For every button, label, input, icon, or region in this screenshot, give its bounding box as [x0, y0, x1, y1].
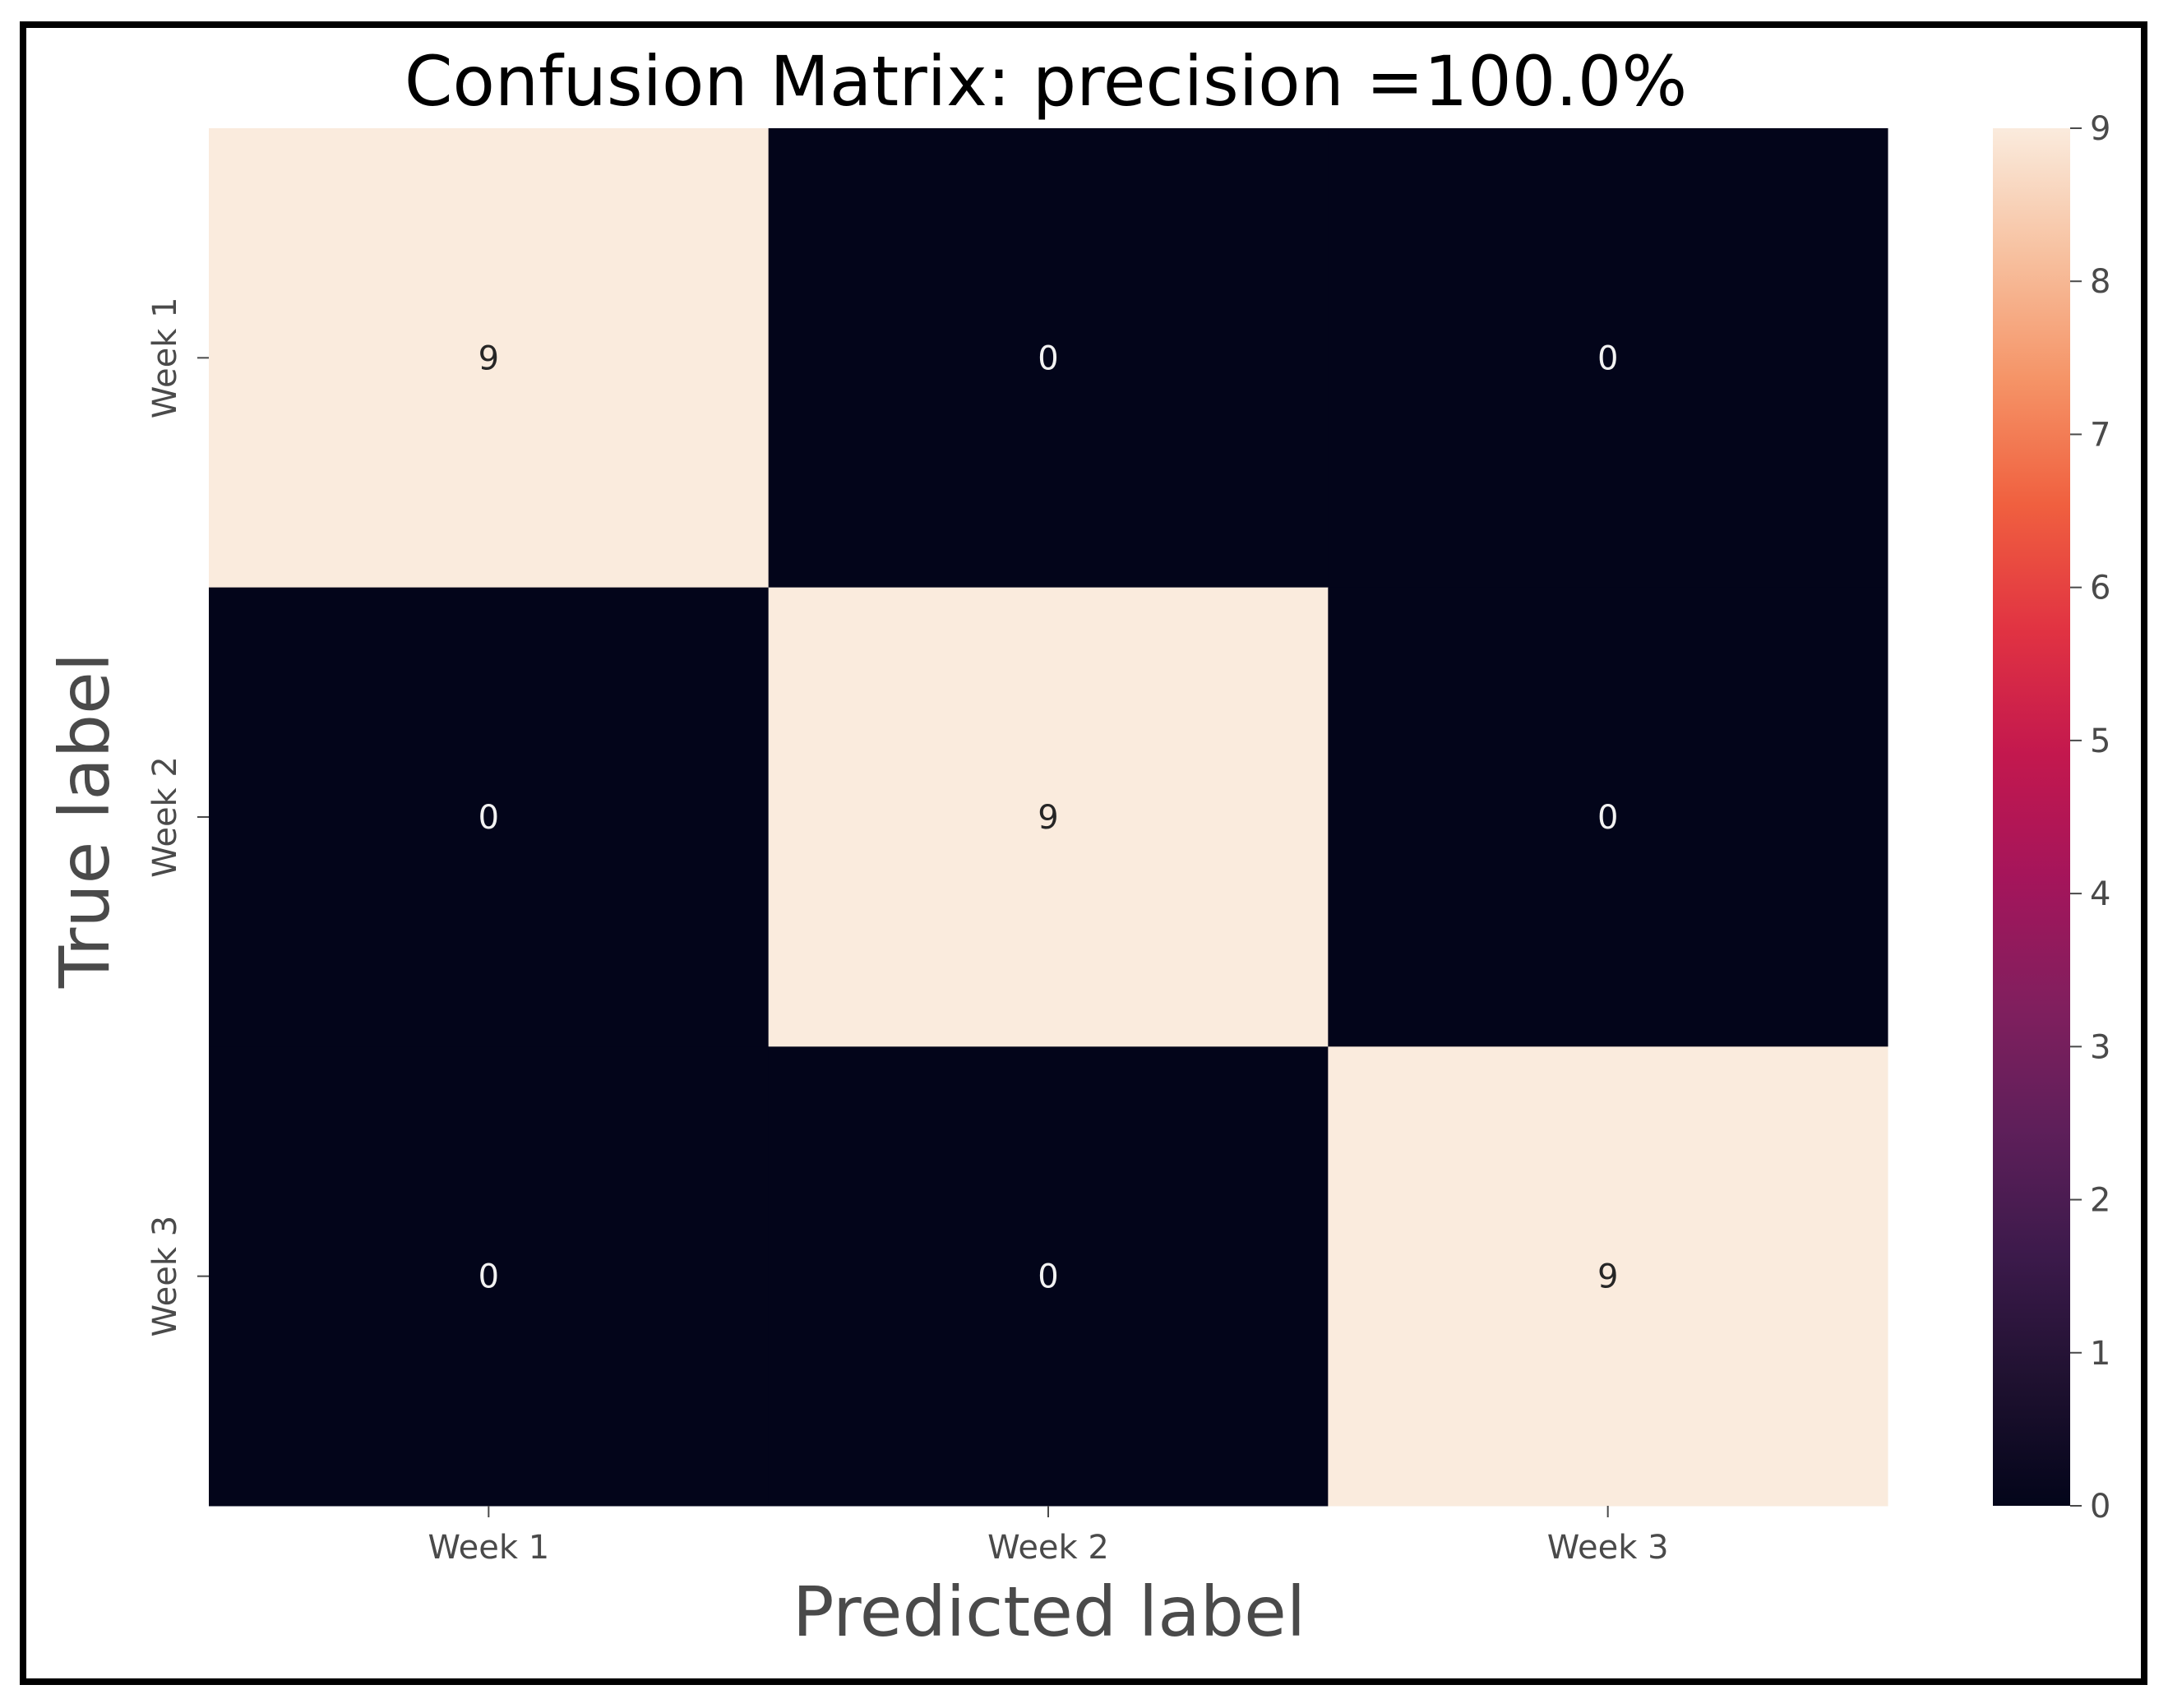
colorbar-tick-label: 1: [2090, 1335, 2110, 1373]
colorbar-tick-label: 4: [2090, 875, 2110, 913]
cell-value-label: 0: [478, 799, 499, 837]
heatmap-cell: [209, 1046, 770, 1507]
heatmap-annotations: 9 0 0 0 9 0 0 0 9: [478, 339, 1619, 1295]
x-tick-label: Week 2: [987, 1529, 1109, 1567]
x-axis-label: Predicted label: [793, 1572, 1306, 1652]
cell-value-label: 9: [1597, 1258, 1618, 1296]
x-tick-label: Week 1: [428, 1529, 549, 1567]
colorbar-tick-label: 9: [2090, 110, 2110, 148]
cell-value-label: 0: [1597, 799, 1618, 837]
colorbar: [1993, 128, 2070, 1506]
heatmap-cell: [209, 587, 770, 1047]
colorbar-ticks: 0 1 2 3 4 5 6 7 8 9: [2070, 110, 2110, 1526]
heatmap-cell: [1328, 1046, 1888, 1507]
colorbar-tick-label: 3: [2090, 1028, 2110, 1066]
heatmap-cell: [768, 1046, 1329, 1507]
cell-value-label: 0: [1038, 1258, 1058, 1296]
y-axis-ticks: Week 1 Week 2 Week 3: [146, 297, 209, 1337]
x-tick-label: Week 3: [1547, 1529, 1669, 1567]
y-axis-label: True label: [44, 653, 125, 989]
colorbar-tick-label: 8: [2090, 263, 2110, 301]
heatmap-cell: [1328, 128, 1888, 589]
colorbar-tick-label: 5: [2090, 722, 2110, 760]
heatmap-cells: [209, 128, 1888, 1507]
heatmap-cell: [1328, 587, 1888, 1047]
cell-value-label: 0: [1597, 339, 1618, 377]
heatmap-cell: [209, 128, 770, 589]
y-tick-label: Week 2: [146, 756, 184, 878]
colorbar-tick-label: 2: [2090, 1182, 2110, 1220]
x-axis-ticks: Week 1 Week 2 Week 3: [428, 1506, 1669, 1567]
cell-value-label: 9: [478, 339, 499, 377]
cell-value-label: 0: [478, 1258, 499, 1296]
chart-title: Confusion Matrix: precision =100.0%: [404, 41, 1687, 122]
cell-value-label: 0: [1038, 339, 1058, 377]
y-tick-label: Week 1: [146, 297, 184, 418]
colorbar-tick-label: 0: [2090, 1488, 2110, 1526]
y-tick-label: Week 3: [146, 1216, 184, 1337]
colorbar-tick-label: 7: [2090, 416, 2110, 454]
colorbar-tick-label: 6: [2090, 570, 2110, 607]
heatmap-cell: [768, 128, 1329, 589]
heatmap-cell: [768, 587, 1329, 1047]
cell-value-label: 9: [1038, 799, 1058, 837]
